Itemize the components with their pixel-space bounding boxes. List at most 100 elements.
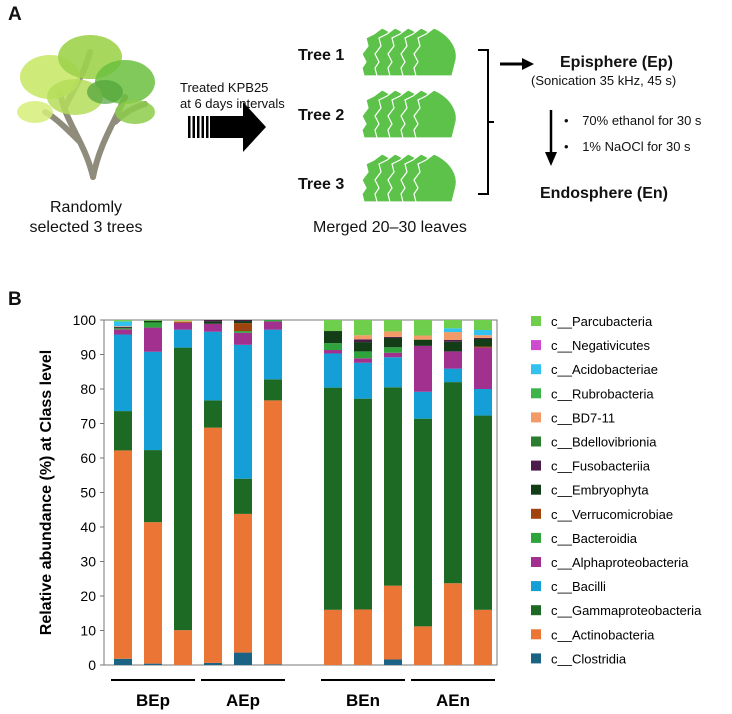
bar-segment bbox=[114, 450, 132, 659]
bar-segment bbox=[324, 343, 342, 351]
bar-segment bbox=[444, 332, 462, 341]
bar-segment bbox=[144, 351, 162, 451]
bar-segment bbox=[234, 321, 252, 324]
bar-segment bbox=[354, 398, 372, 610]
bullet: • bbox=[564, 113, 569, 128]
bar-segment bbox=[354, 609, 372, 665]
bar-segment bbox=[264, 329, 282, 380]
bar-segment bbox=[414, 418, 432, 627]
bar-segment bbox=[264, 379, 282, 401]
bar-segment bbox=[144, 320, 162, 321]
leaves-group bbox=[361, 28, 457, 203]
bar-segment bbox=[474, 330, 492, 336]
legend-swatch bbox=[531, 605, 541, 616]
bar-segment bbox=[234, 344, 252, 479]
bar-segment bbox=[204, 320, 222, 322]
legend-swatch bbox=[531, 436, 541, 447]
legend-swatch bbox=[531, 557, 541, 567]
group-label: BEn bbox=[346, 691, 380, 710]
bar-segment bbox=[324, 387, 342, 610]
legend-label: c__Alphaproteobacteria bbox=[551, 555, 689, 570]
y-tick-label: 100 bbox=[73, 312, 97, 328]
leaf-icon bbox=[413, 28, 457, 77]
bar-segment bbox=[264, 664, 282, 665]
bar-segment bbox=[384, 331, 402, 337]
bar-segment bbox=[354, 320, 372, 336]
bar-segment bbox=[234, 332, 252, 345]
bar-segment bbox=[114, 329, 132, 335]
bar-segment bbox=[234, 652, 252, 665]
bar-segment bbox=[444, 340, 462, 342]
bar-segment bbox=[324, 350, 342, 354]
legend-label: c__Negativicutes bbox=[551, 338, 650, 353]
bar-segment bbox=[444, 368, 462, 383]
legend-swatch bbox=[531, 460, 541, 471]
legend-swatch bbox=[531, 316, 541, 326]
legend-label: c__Verrucomicrobiae bbox=[551, 507, 673, 522]
bar-segment bbox=[444, 341, 462, 352]
bar-segment bbox=[144, 663, 162, 665]
panel-a-label: A bbox=[8, 4, 22, 25]
bar-segment bbox=[204, 662, 222, 665]
bar-segment bbox=[474, 346, 492, 348]
bar-segment bbox=[444, 351, 462, 369]
bar-segment bbox=[354, 335, 372, 340]
bar-segment bbox=[204, 321, 222, 324]
bar-segment bbox=[174, 630, 192, 665]
tree-caption-line2: selected 3 trees bbox=[29, 219, 143, 236]
bar-segment bbox=[384, 585, 402, 660]
bar-segment bbox=[354, 351, 372, 359]
bar-segment bbox=[264, 400, 282, 665]
bar-segment bbox=[114, 334, 132, 412]
y-tick-label: 50 bbox=[80, 485, 96, 501]
legend-label: c__BD7-11 bbox=[551, 410, 615, 425]
y-tick-label: 80 bbox=[80, 381, 96, 397]
legend-label: c__Actinobacteria bbox=[551, 627, 655, 642]
right-arrow-icon bbox=[500, 58, 534, 70]
bar-segment bbox=[144, 450, 162, 523]
bar-segment bbox=[414, 391, 432, 419]
merge-bracket bbox=[478, 49, 494, 195]
bar-segment bbox=[144, 327, 162, 352]
episphere-label: Episphere (Ep) bbox=[560, 54, 673, 71]
step-ethanol: 70% ethanol for 30 s bbox=[582, 113, 702, 128]
plot-frame bbox=[103, 319, 498, 666]
bar-segment bbox=[114, 327, 132, 329]
y-tick-label: 70 bbox=[80, 416, 96, 432]
bar-segment bbox=[114, 320, 132, 322]
bar-segment bbox=[384, 347, 402, 353]
legend-label: c__Acidobacteriae bbox=[551, 362, 658, 377]
y-axis-label: Relative abundance (%) at Class level bbox=[38, 350, 55, 635]
bar-segment bbox=[234, 320, 252, 322]
y-tick-label: 10 bbox=[80, 623, 96, 639]
bar-segment bbox=[144, 522, 162, 664]
leaf-icon bbox=[413, 153, 457, 203]
bar-segment bbox=[354, 362, 372, 399]
y-tick-label: 20 bbox=[80, 588, 96, 604]
bar-segment bbox=[174, 321, 192, 323]
leaf-icon bbox=[413, 89, 457, 139]
bar-segment bbox=[474, 337, 492, 339]
group-label: AEn bbox=[436, 691, 470, 710]
bar-segment bbox=[444, 320, 462, 329]
group-label: BEp bbox=[136, 691, 170, 710]
legend-swatch bbox=[531, 653, 541, 664]
tree-1-label: Tree 1 bbox=[298, 47, 345, 64]
bar-segment bbox=[444, 382, 462, 584]
legend-label: c__Bacilli bbox=[551, 579, 606, 594]
y-tick-label: 60 bbox=[80, 450, 96, 466]
y-tick-label: 40 bbox=[80, 519, 96, 535]
legend-label: c__Bdellovibrionia bbox=[551, 435, 657, 450]
bar-segment bbox=[474, 415, 492, 610]
legend-swatch bbox=[531, 508, 541, 519]
tree-2-label: Tree 2 bbox=[298, 107, 345, 124]
legend-label: c__Gammaproteobacteria bbox=[551, 603, 702, 618]
bar-segment bbox=[414, 345, 432, 392]
bar-segment bbox=[144, 320, 162, 323]
bar-segment bbox=[414, 626, 432, 665]
bar-segment bbox=[474, 389, 492, 416]
bar-segment bbox=[354, 358, 372, 363]
bar-segment bbox=[234, 513, 252, 653]
bar-segment bbox=[174, 322, 192, 330]
group-label: AEp bbox=[226, 691, 260, 710]
